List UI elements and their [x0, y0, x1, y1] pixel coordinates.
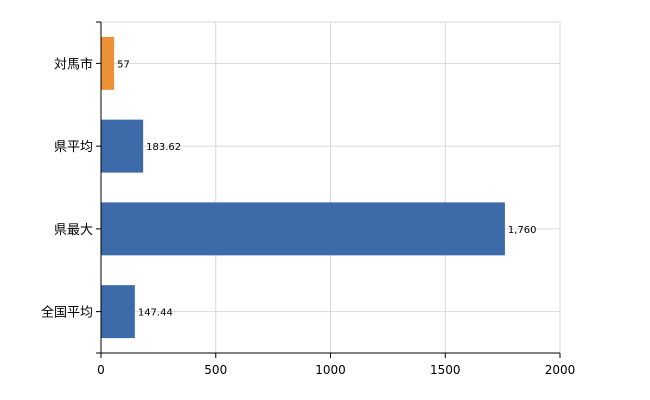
gridlines: [101, 21, 561, 353]
bar: [101, 202, 505, 256]
data-label: 1,760: [508, 225, 537, 236]
x-tick-label: 2000: [545, 363, 576, 377]
x-tick-label: 0: [97, 363, 105, 377]
category-label: 県最大: [54, 223, 93, 238]
x-tick-label: 500: [204, 363, 227, 377]
data-label: 57: [117, 59, 130, 70]
category-label: 対馬市: [54, 56, 93, 72]
category-label: 県平均: [54, 140, 93, 155]
bars: [101, 36, 505, 339]
bar: [101, 285, 135, 339]
category-label: 全国平均: [41, 305, 93, 321]
bar: [101, 36, 115, 90]
data-label: 183.62: [146, 142, 181, 153]
x-tick-label: 1000: [315, 363, 346, 377]
bar: [101, 119, 144, 173]
data-label: 147.44: [138, 308, 173, 319]
axes: [96, 21, 561, 358]
x-tick-label: 1500: [430, 363, 461, 377]
labels: 57 対馬市 183.62 県平均 1,760 県最大 147.44 全国平均 0 500 1000…: [41, 56, 575, 377]
